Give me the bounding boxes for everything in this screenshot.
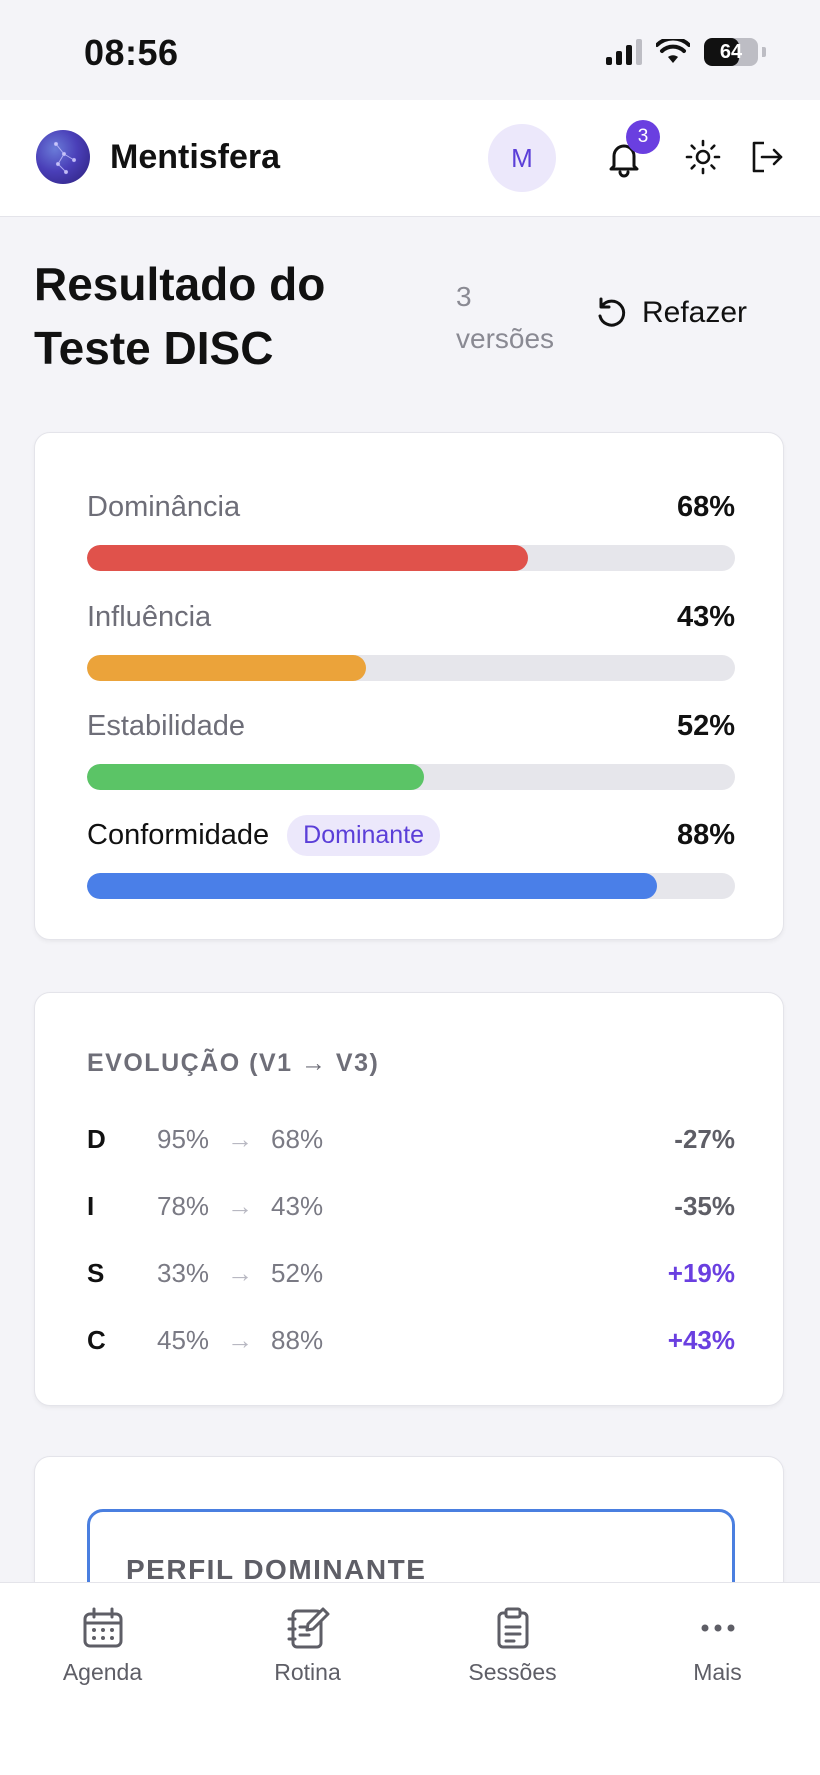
bottom-nav: Agenda Rotina Sessões Mais xyxy=(0,1582,820,1775)
score-bar-fill xyxy=(87,873,658,899)
nav-item-agenda[interactable]: Agenda xyxy=(0,1605,205,1686)
score-label: Dominância xyxy=(87,490,241,523)
evolution-title: EVOLUÇÃO (V1 → V3) xyxy=(87,1049,380,1077)
score-value: 52% xyxy=(676,709,735,742)
more-dots-icon xyxy=(701,1624,734,1632)
battery-icon: 64 xyxy=(704,38,758,66)
evolution-to: 88% xyxy=(271,1324,324,1355)
bell-icon[interactable] xyxy=(604,138,644,178)
dominant-badge: Dominante xyxy=(287,814,441,856)
nav-item-rotina[interactable]: Rotina xyxy=(205,1605,410,1686)
score-bar xyxy=(87,655,735,681)
score-label: Estabilidade xyxy=(87,709,245,742)
evolution-row: S 33% → 52% +19% xyxy=(87,1253,735,1293)
arrow-right-icon: → xyxy=(227,1324,254,1355)
app-header: Mentisfera M 3 xyxy=(0,100,820,217)
nav-item-mais[interactable]: Mais xyxy=(615,1605,820,1686)
score-label: Conformidade xyxy=(87,818,270,851)
nav-item-sessoes[interactable]: Sessões xyxy=(410,1605,615,1686)
evolution-from: 45% xyxy=(157,1324,210,1355)
score-bar-fill xyxy=(87,655,366,681)
notebook-edit-icon xyxy=(287,1607,329,1649)
evolution-delta: -35% xyxy=(674,1190,735,1221)
evolution-from: 78% xyxy=(157,1190,210,1221)
evolution-row: I 78% → 43% -35% xyxy=(87,1186,735,1226)
refresh-icon xyxy=(598,297,626,327)
nav-label: Rotina xyxy=(274,1659,341,1685)
score-value: 43% xyxy=(676,600,735,633)
evolution-card: EVOLUÇÃO (V1 → V3) D 95% → 68% -27% I 78… xyxy=(34,992,784,1406)
status-icons: 64 xyxy=(606,38,766,66)
score-stability: Estabilidade 52% xyxy=(87,706,735,790)
evolution-to: 68% xyxy=(271,1123,324,1154)
score-conformity: Conformidade Dominante 88% xyxy=(87,814,735,899)
profile-label: PERFIL DOMINANTE xyxy=(126,1554,427,1585)
score-bar-fill xyxy=(87,545,528,571)
clipboard-icon xyxy=(497,1607,528,1649)
nav-label: Agenda xyxy=(62,1659,143,1685)
evolution-delta: +19% xyxy=(667,1257,735,1288)
status-bar: 08:56 64 xyxy=(0,0,820,100)
logout-icon[interactable] xyxy=(748,138,786,176)
battery-level: 64 xyxy=(719,40,743,63)
evolution-letter: S xyxy=(87,1257,105,1288)
redo-label: Refazer xyxy=(642,296,748,329)
arrow-right-icon: → xyxy=(227,1123,254,1154)
score-influence: Influência 43% xyxy=(87,597,735,681)
logo-icon[interactable] xyxy=(36,130,90,184)
wifi-icon xyxy=(656,39,690,63)
arrow-right-icon: → xyxy=(227,1190,254,1221)
calendar-icon xyxy=(83,1607,122,1648)
avatar[interactable]: M xyxy=(488,124,556,192)
score-value: 68% xyxy=(676,490,735,523)
redo-button[interactable]: Refazer xyxy=(594,296,747,330)
evolution-to: 52% xyxy=(271,1257,324,1288)
app-title: Mentisfera xyxy=(110,138,281,176)
score-bar xyxy=(87,764,735,790)
evolution-from: 33% xyxy=(157,1257,210,1288)
arrow-right-icon: → xyxy=(227,1257,254,1288)
score-dominance: Dominância 68% xyxy=(87,487,735,571)
disc-scores-card: Dominância 68% Influência 43% Estabilida… xyxy=(34,432,784,940)
evolution-letter: I xyxy=(87,1190,95,1221)
evolution-delta: -27% xyxy=(674,1123,735,1154)
evolution-letter: D xyxy=(87,1123,106,1154)
nav-label: Sessões xyxy=(468,1659,557,1685)
nav-label: Mais xyxy=(693,1659,742,1685)
evolution-letter: C xyxy=(87,1324,106,1355)
evolution-row: C 45% → 88% +43% xyxy=(87,1320,735,1360)
evolution-from: 95% xyxy=(157,1123,210,1154)
notification-badge[interactable]: 3 xyxy=(626,120,660,154)
score-bar-fill xyxy=(87,764,424,790)
score-value: 88% xyxy=(676,818,735,851)
sun-icon[interactable] xyxy=(684,138,722,176)
versions-count: 3 versões xyxy=(456,281,555,354)
page-title: Resultado do Teste DISC xyxy=(34,258,326,374)
evolution-row: D 95% → 68% -27% xyxy=(87,1119,735,1159)
score-label: Influência xyxy=(87,600,212,633)
evolution-to: 43% xyxy=(271,1190,324,1221)
score-bar xyxy=(87,873,735,899)
signal-icon xyxy=(606,39,642,65)
evolution-delta: +43% xyxy=(667,1324,735,1355)
score-bar xyxy=(87,545,735,571)
status-time: 08:56 xyxy=(84,32,179,73)
